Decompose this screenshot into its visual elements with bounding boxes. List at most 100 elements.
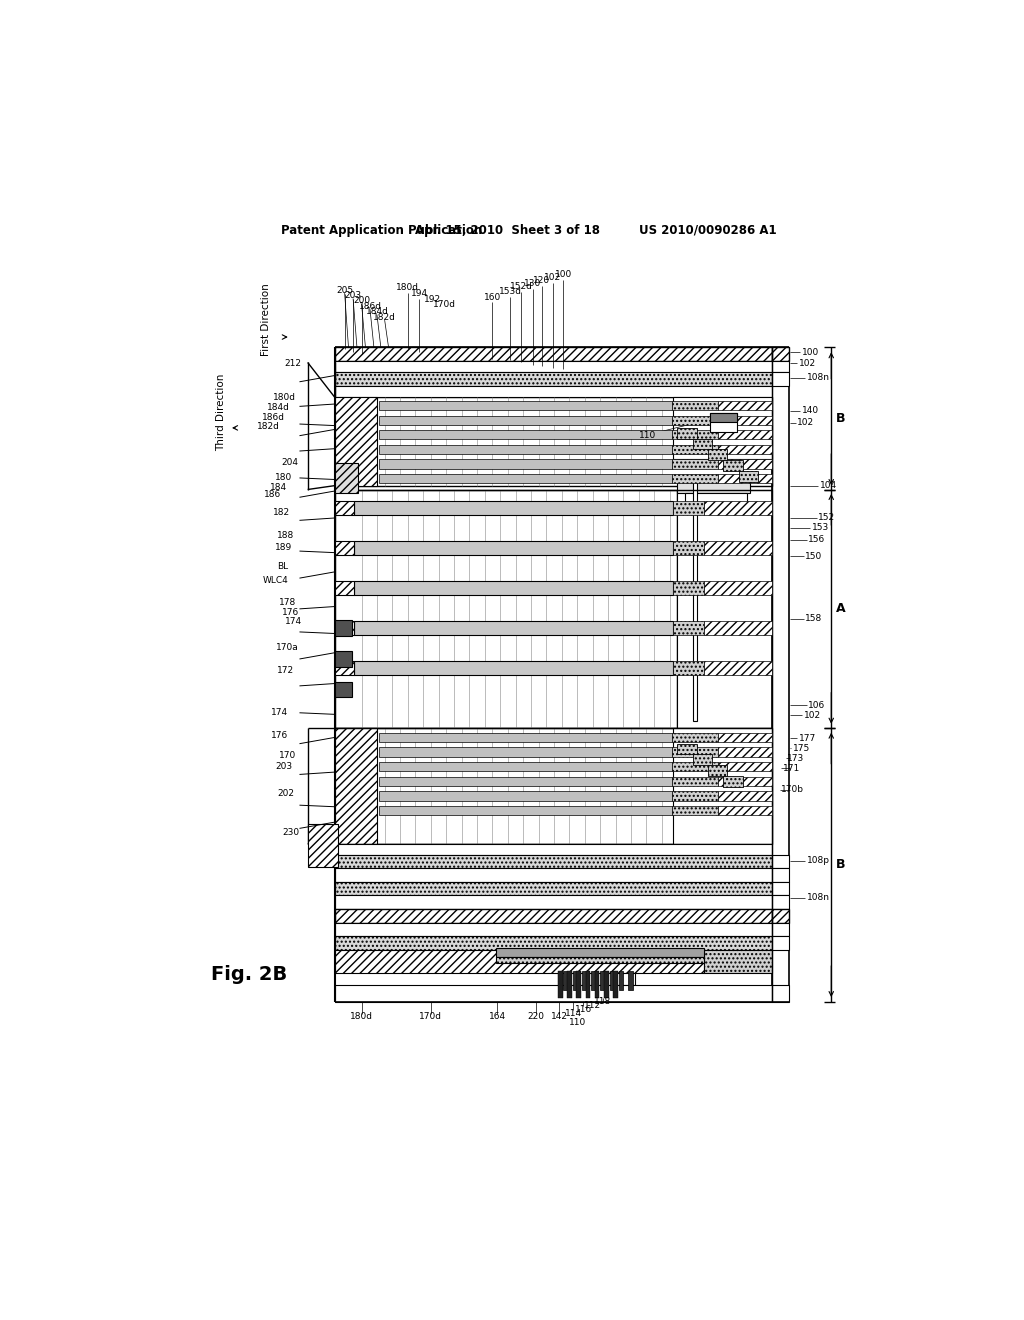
Text: 182d: 182d <box>373 313 396 322</box>
Bar <box>354 622 674 635</box>
Text: 114: 114 <box>565 1008 582 1018</box>
Text: Fig. 2B: Fig. 2B <box>211 965 288 985</box>
Bar <box>604 970 608 998</box>
Text: 182: 182 <box>272 508 290 517</box>
Bar <box>335 372 772 385</box>
Text: 180: 180 <box>275 474 292 482</box>
Bar <box>718 807 772 816</box>
Text: 102: 102 <box>544 273 561 282</box>
Bar <box>335 360 772 372</box>
Text: 102: 102 <box>799 359 816 368</box>
Bar <box>718 792 772 800</box>
Text: 160: 160 <box>483 293 501 301</box>
Text: 140: 140 <box>802 407 819 416</box>
Bar <box>718 459 772 469</box>
Text: 172: 172 <box>278 667 295 675</box>
Bar <box>705 622 772 635</box>
Bar <box>672 733 718 742</box>
Text: WLC4: WLC4 <box>263 576 289 585</box>
Text: 174: 174 <box>271 709 289 717</box>
Text: 180d: 180d <box>350 1012 373 1022</box>
Text: 203: 203 <box>344 290 361 300</box>
Bar <box>572 970 578 990</box>
Bar <box>692 755 712 766</box>
Bar <box>672 401 718 411</box>
Text: Third Direction: Third Direction <box>216 374 226 451</box>
Bar <box>672 762 718 771</box>
Bar <box>379 474 672 483</box>
Bar <box>705 502 772 515</box>
Bar <box>335 651 351 667</box>
Bar <box>672 459 718 469</box>
Text: 118: 118 <box>594 997 611 1006</box>
Bar <box>772 347 788 360</box>
Text: 220: 220 <box>527 1012 545 1022</box>
Text: 200: 200 <box>353 297 370 305</box>
Bar <box>379 747 672 756</box>
Bar <box>772 855 788 869</box>
Bar <box>558 973 635 985</box>
Bar <box>354 541 674 554</box>
Bar <box>692 438 712 449</box>
Bar <box>379 807 672 816</box>
Bar <box>772 372 788 385</box>
Bar <box>335 622 354 635</box>
Bar <box>718 445 772 454</box>
Text: 110: 110 <box>568 1018 586 1027</box>
Bar <box>718 747 772 756</box>
Bar <box>772 985 788 1002</box>
Text: 204: 204 <box>282 458 298 467</box>
Text: 184d: 184d <box>366 308 388 315</box>
Text: 176: 176 <box>282 609 299 618</box>
Text: 175: 175 <box>793 743 810 752</box>
Text: B: B <box>836 858 845 871</box>
Text: 100: 100 <box>555 271 572 279</box>
Bar <box>335 729 377 843</box>
Bar <box>613 970 617 998</box>
Text: 189: 189 <box>275 543 292 552</box>
Bar <box>335 950 705 973</box>
Text: 152d: 152d <box>510 282 532 292</box>
Text: 184d: 184d <box>267 403 290 412</box>
Text: 188: 188 <box>278 531 295 540</box>
Bar <box>708 449 727 461</box>
Bar <box>674 729 772 843</box>
Bar <box>497 957 705 964</box>
Bar <box>307 825 339 867</box>
Bar <box>335 581 354 595</box>
Text: 180d: 180d <box>396 284 419 292</box>
Bar <box>739 471 758 482</box>
Bar <box>335 620 351 636</box>
Bar <box>708 766 727 776</box>
Text: 104: 104 <box>819 482 837 490</box>
Bar <box>558 970 562 998</box>
Text: 156: 156 <box>808 535 825 544</box>
Bar <box>772 882 788 895</box>
Text: 170d: 170d <box>420 1012 442 1022</box>
Bar <box>674 661 705 675</box>
Text: 170a: 170a <box>275 643 298 652</box>
Bar <box>567 970 571 998</box>
Bar <box>718 474 772 483</box>
Bar <box>718 776 772 785</box>
Bar <box>335 936 772 950</box>
Bar <box>379 762 672 771</box>
Text: 212: 212 <box>285 359 301 368</box>
Bar <box>672 474 718 483</box>
Bar <box>379 401 672 411</box>
Bar <box>772 923 788 936</box>
Bar <box>677 428 696 438</box>
Text: 182d: 182d <box>257 422 280 430</box>
Text: 170: 170 <box>279 751 296 759</box>
Text: 184: 184 <box>269 483 287 492</box>
Text: 192: 192 <box>424 294 441 304</box>
Bar <box>335 502 354 515</box>
Bar <box>335 462 357 494</box>
Bar <box>711 412 737 432</box>
Bar <box>772 936 788 950</box>
Text: 142: 142 <box>551 1012 568 1022</box>
Bar <box>335 855 772 869</box>
Text: 176: 176 <box>271 731 289 741</box>
Bar <box>772 869 788 882</box>
Bar <box>595 970 599 998</box>
